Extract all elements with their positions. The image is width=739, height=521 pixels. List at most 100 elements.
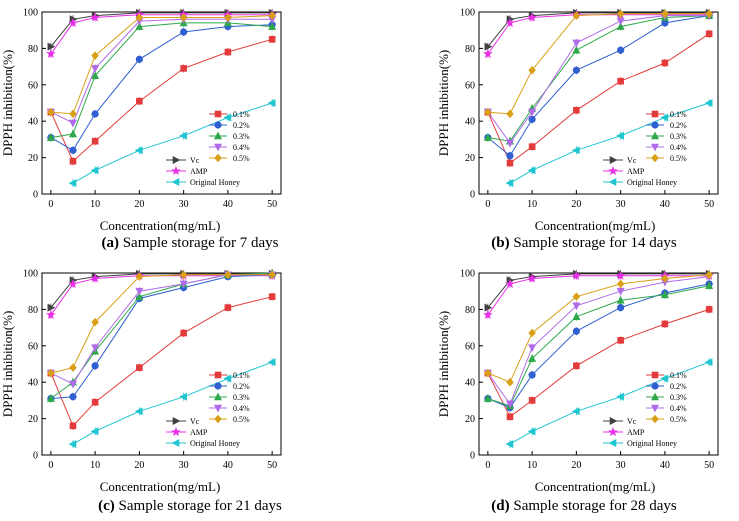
y-axis-label: DPPH inhibition(%) bbox=[0, 311, 15, 418]
y-tick-label: 80 bbox=[28, 44, 38, 55]
panel-caption: (a) Sample storage for 7 days bbox=[101, 235, 278, 251]
data-point bbox=[572, 11, 581, 20]
legend-item: 0.4% bbox=[646, 143, 687, 152]
legend-marker bbox=[651, 153, 659, 163]
data-point bbox=[91, 110, 99, 118]
legend-marker bbox=[608, 178, 617, 186]
data-point bbox=[179, 392, 187, 401]
legend-marker bbox=[214, 404, 222, 413]
data-point bbox=[483, 394, 492, 402]
data-point bbox=[91, 398, 99, 406]
data-point bbox=[705, 281, 714, 290]
legend-item: 0.1% bbox=[646, 371, 687, 380]
legend-label: AMP bbox=[190, 167, 208, 176]
legend-item: Vc bbox=[166, 156, 200, 165]
data-point bbox=[505, 400, 514, 409]
legend-item: AMP bbox=[603, 426, 645, 437]
data-point bbox=[224, 304, 232, 311]
legend-item: Vc bbox=[603, 417, 637, 426]
data-point bbox=[528, 371, 536, 379]
y-tick-label: 60 bbox=[465, 341, 475, 352]
data-point bbox=[268, 22, 277, 30]
series-0-5- bbox=[484, 9, 713, 119]
data-point bbox=[68, 129, 77, 138]
x-tick-label: 30 bbox=[179, 199, 189, 210]
panel-caption: (c) Sample storage for 21 days bbox=[98, 498, 282, 514]
y-tick-label: 0 bbox=[470, 190, 475, 201]
data-point bbox=[68, 380, 77, 389]
data-point bbox=[573, 106, 580, 114]
legend-marker bbox=[608, 165, 618, 176]
data-point bbox=[616, 9, 625, 19]
data-point bbox=[505, 139, 514, 148]
data-point bbox=[90, 427, 99, 436]
y-tick-label: 40 bbox=[465, 117, 475, 128]
data-point bbox=[90, 166, 99, 175]
data-point bbox=[46, 394, 55, 402]
y-tick-label: 20 bbox=[28, 153, 38, 164]
data-point bbox=[571, 146, 580, 155]
legend-label: 0.1% bbox=[670, 110, 687, 119]
x-tick-label: 40 bbox=[223, 460, 233, 471]
data-point bbox=[483, 133, 492, 141]
legend-marker bbox=[651, 404, 659, 413]
data-point bbox=[91, 362, 99, 370]
data-point bbox=[69, 363, 77, 372]
legend-item: 0.4% bbox=[646, 404, 687, 413]
legend-label: AMP bbox=[627, 428, 645, 437]
series-line bbox=[50, 274, 273, 400]
data-point bbox=[528, 354, 537, 362]
x-tick-label: 40 bbox=[660, 199, 670, 210]
data-point bbox=[135, 13, 144, 22]
data-point bbox=[572, 66, 580, 74]
legend-label: 0.2% bbox=[233, 382, 250, 391]
legend-item: 0.5% bbox=[646, 153, 687, 163]
legend-item: 0.1% bbox=[209, 110, 250, 119]
data-point bbox=[69, 393, 77, 401]
data-point bbox=[47, 107, 55, 117]
y-tick-label: 100 bbox=[23, 8, 38, 19]
y-axis-label: DPPH inhibition(%) bbox=[436, 311, 451, 418]
data-point bbox=[484, 368, 492, 378]
legend-label: 0.5% bbox=[233, 415, 250, 424]
data-point bbox=[90, 273, 100, 283]
data-point bbox=[180, 329, 187, 337]
series-line bbox=[50, 274, 273, 374]
data-point bbox=[134, 146, 143, 155]
data-point bbox=[528, 65, 536, 75]
data-point bbox=[528, 328, 536, 338]
y-tick-label: 80 bbox=[465, 44, 475, 55]
y-axis-label: DPPH inhibition(%) bbox=[436, 50, 451, 157]
legend-label: Original Honey bbox=[627, 178, 677, 187]
x-tick-label: 20 bbox=[571, 199, 581, 210]
data-point bbox=[69, 422, 77, 430]
series-line bbox=[50, 275, 273, 316]
data-point bbox=[47, 303, 56, 312]
data-point bbox=[660, 290, 669, 299]
legend-item: Original Honey bbox=[603, 178, 677, 187]
legend-item: Original Honey bbox=[166, 439, 240, 448]
data-point bbox=[616, 287, 625, 296]
legend-marker bbox=[651, 143, 659, 152]
legend-marker bbox=[214, 131, 222, 140]
data-point bbox=[91, 51, 99, 60]
data-point bbox=[505, 179, 514, 188]
x-tick-label: 10 bbox=[527, 199, 537, 210]
data-point bbox=[47, 368, 55, 378]
data-point bbox=[615, 270, 626, 280]
legend-item: 0.1% bbox=[646, 110, 687, 119]
data-point bbox=[268, 293, 276, 300]
data-point bbox=[527, 427, 536, 436]
legend-marker bbox=[214, 110, 222, 118]
legend-label: 0.3% bbox=[670, 132, 687, 141]
y-tick-label: 0 bbox=[33, 451, 38, 462]
series-line bbox=[50, 18, 273, 124]
x-tick-label: 30 bbox=[616, 460, 626, 471]
data-point bbox=[69, 146, 77, 154]
data-point bbox=[91, 137, 99, 145]
data-point bbox=[484, 107, 492, 117]
data-point bbox=[268, 11, 276, 20]
legend-label: 0.4% bbox=[670, 404, 687, 413]
data-point bbox=[179, 131, 187, 140]
panel-b: 0 20 40 60 80 100 0 10 20 30 40 50 Concentration(mg/… bbox=[436, 8, 719, 251]
